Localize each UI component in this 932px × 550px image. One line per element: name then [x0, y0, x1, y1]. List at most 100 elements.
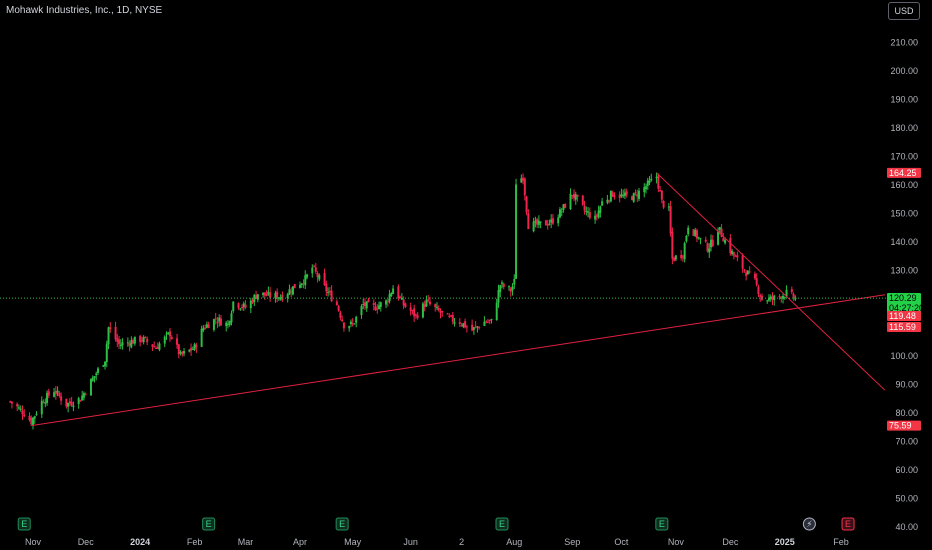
candle-body — [102, 365, 105, 367]
candle-body — [146, 338, 149, 343]
candle-body — [558, 209, 561, 218]
trendline — [31, 294, 885, 427]
candle-body — [708, 248, 711, 253]
price-axis[interactable]: 40.0050.0060.0070.0080.0090.00100.00110.… — [890, 38, 918, 533]
candle — [226, 319, 229, 329]
candle-body — [601, 201, 604, 206]
candle-body — [263, 292, 266, 296]
candle — [237, 302, 240, 310]
candle-body — [486, 321, 489, 323]
candle — [536, 217, 539, 228]
candle — [622, 189, 625, 199]
candle-body — [436, 306, 438, 308]
countdown-text: 04:27:20 — [889, 303, 924, 313]
candle — [306, 273, 309, 280]
candle-body — [710, 239, 713, 248]
candle — [595, 213, 598, 221]
candle-body — [620, 194, 623, 197]
candle — [351, 318, 354, 327]
candle — [397, 284, 400, 301]
candle-body — [298, 285, 301, 288]
earnings-icon: E — [495, 517, 509, 531]
candle — [773, 294, 776, 306]
candle — [564, 203, 567, 209]
candle — [522, 173, 525, 185]
candle-body — [374, 306, 377, 311]
candle-body — [472, 327, 475, 330]
candle-body — [465, 326, 468, 328]
candle-body — [587, 211, 590, 213]
candle — [93, 376, 96, 383]
candle — [195, 342, 198, 353]
candle — [587, 207, 590, 218]
candle-body — [594, 215, 597, 220]
candle-body — [706, 243, 709, 252]
currency-button[interactable]: USD — [888, 2, 920, 20]
candle-body — [632, 193, 635, 202]
candle — [411, 309, 414, 315]
candle — [293, 283, 296, 289]
candle — [783, 296, 786, 300]
candle-body — [499, 285, 502, 293]
candle — [367, 297, 370, 303]
candle-body — [427, 299, 430, 301]
candle-body — [634, 192, 637, 194]
candle — [290, 287, 293, 298]
candle-body — [576, 194, 579, 197]
candle-body — [65, 398, 68, 407]
candle — [769, 294, 772, 302]
trendline — [656, 172, 886, 391]
earnings-badge — [202, 517, 216, 531]
candle-body — [434, 303, 437, 308]
candle-body — [56, 390, 59, 393]
candle — [648, 176, 651, 186]
time-axis[interactable]: Nov Dec 2024 Feb Mar Apr May Jun 2 Aug Sep Oct Nov De… — [25, 537, 849, 547]
candle — [486, 318, 489, 324]
candle — [337, 304, 340, 312]
candle-body — [156, 347, 159, 349]
candle-body — [33, 416, 36, 419]
candle — [474, 321, 477, 329]
candle-body — [188, 349, 191, 352]
candle-body — [513, 278, 516, 285]
chart-title: Mohawk Industries, Inc., 1D, NYSE — [6, 5, 163, 16]
candle — [16, 402, 19, 411]
candle — [673, 256, 676, 262]
candle-body — [151, 344, 154, 347]
candle-body — [595, 215, 598, 217]
candle-body — [54, 391, 57, 395]
candle — [219, 314, 222, 326]
candle-body — [58, 392, 61, 396]
candle-body — [276, 291, 279, 299]
price-label: 115.59 — [887, 322, 921, 332]
candle — [734, 254, 737, 257]
candle-body — [662, 200, 665, 208]
candle-body — [544, 220, 547, 226]
y-tick-label: 180.00 — [890, 123, 918, 133]
candle — [132, 338, 135, 344]
candle — [109, 322, 112, 333]
candle-body — [546, 224, 549, 226]
candle — [537, 215, 540, 229]
x-tick-label: Nov — [668, 537, 685, 547]
candle — [562, 203, 565, 213]
candle-body — [428, 301, 431, 305]
candle-body — [413, 308, 416, 317]
candle-body — [683, 243, 686, 260]
candle — [286, 292, 289, 303]
candle — [685, 234, 688, 243]
candle — [242, 301, 245, 311]
candle — [760, 293, 763, 302]
candle-body — [720, 228, 723, 237]
candle-body — [386, 301, 389, 303]
earnings-badge — [495, 517, 509, 531]
y-tick-label: 200.00 — [890, 66, 918, 76]
candle — [421, 301, 424, 319]
candle — [325, 280, 328, 297]
candle — [386, 298, 389, 307]
candle-body — [114, 326, 117, 340]
candle — [534, 216, 537, 228]
candle-body — [104, 361, 107, 367]
candle — [68, 397, 71, 407]
